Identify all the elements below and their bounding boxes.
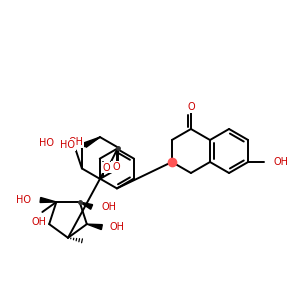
- Text: O: O: [102, 163, 110, 172]
- Text: HO: HO: [60, 140, 75, 150]
- Text: OH: OH: [102, 202, 117, 212]
- Text: OH: OH: [273, 157, 288, 167]
- Polygon shape: [84, 137, 100, 147]
- Polygon shape: [63, 140, 82, 148]
- Text: O: O: [187, 102, 195, 112]
- Text: O: O: [112, 162, 120, 172]
- Text: OH: OH: [32, 217, 47, 227]
- Text: OH: OH: [110, 222, 125, 232]
- Text: HO: HO: [39, 137, 54, 148]
- Polygon shape: [87, 224, 102, 230]
- Polygon shape: [80, 202, 93, 209]
- Polygon shape: [40, 197, 56, 202]
- Text: HO: HO: [16, 195, 32, 205]
- Text: OH: OH: [68, 137, 83, 147]
